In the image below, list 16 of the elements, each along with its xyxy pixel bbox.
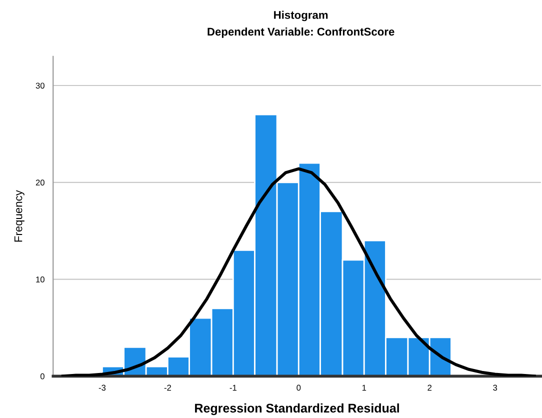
y-tick-label: 30 <box>36 82 44 89</box>
x-tick-label: -3 <box>98 384 106 391</box>
x-tick-label: -2 <box>164 384 171 391</box>
line-series <box>61 167 536 376</box>
x-tick-label: -1 <box>230 384 236 391</box>
x-tick-label: 2 <box>428 384 432 391</box>
chart-subtitle: Dependent Variable: ConfrontScore <box>208 27 394 38</box>
x-tick-label: 1 <box>362 384 366 391</box>
y-tick-label: 0 <box>40 373 44 380</box>
chart-title: Histogram <box>274 10 328 22</box>
y-axis-title: Frequency <box>14 190 24 242</box>
x-tick-label: 0 <box>296 384 301 391</box>
x-tick-label: 3 <box>493 384 498 391</box>
y-tick-label: 20 <box>36 180 44 186</box>
x-axis-title: Regression Standardized Residual <box>195 403 399 416</box>
y-tick-label: 10 <box>36 276 44 282</box>
